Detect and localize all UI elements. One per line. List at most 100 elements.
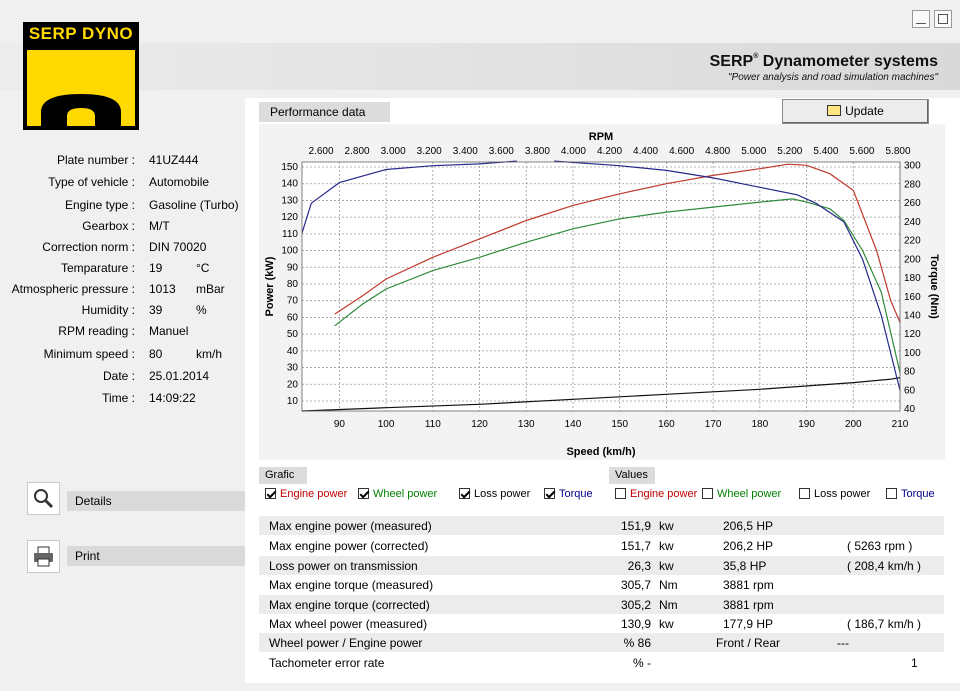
result-row: Max engine torque (measured) 305,7 Nm 3881 …: [259, 575, 944, 594]
result-extra: ( 5263 rpm ): [847, 539, 913, 553]
y-right-tick-label: 300: [904, 161, 921, 172]
result-extra: ---: [837, 636, 849, 650]
info-row: Date : 25.01.2014: [0, 369, 245, 383]
y-right-tick-label: 140: [904, 311, 921, 322]
info-value: Manuel: [149, 324, 189, 338]
x-tick-label: 120: [471, 419, 488, 430]
magnifier-icon: [27, 482, 60, 515]
grafic-checkbox-torque[interactable]: Torque: [544, 488, 593, 504]
x-tick-label: 140: [565, 419, 582, 430]
result-label: Max engine torque (corrected): [269, 598, 430, 612]
y-right-tick-label: 160: [904, 292, 921, 303]
result-value-2: 3881 rpm: [723, 578, 774, 592]
checkbox-box[interactable]: [702, 488, 713, 499]
checkbox-box[interactable]: [358, 488, 369, 499]
info-label: Temparature :: [60, 261, 135, 275]
details-label: Details: [67, 491, 245, 511]
checkbox-label: Engine power: [280, 488, 348, 500]
result-value: 305,2: [620, 598, 651, 612]
rpm-tick-label: 5.600: [849, 146, 874, 157]
rpm-tick-label: 4.400: [633, 146, 658, 157]
values-checkbox-torque[interactable]: Torque: [886, 488, 935, 504]
update-button[interactable]: Update: [782, 99, 929, 124]
info-label: Date :: [102, 369, 135, 383]
maximize-icon[interactable]: [934, 10, 952, 28]
series-line-wheel-power: [334, 198, 901, 373]
rpm-tick-label: 3.000: [381, 146, 406, 157]
result-extra: 1: [911, 656, 918, 670]
checkbox-label: Wheel power: [717, 488, 782, 500]
info-value: Gasoline (Turbo): [149, 198, 239, 212]
y-right-tick-label: 280: [904, 179, 921, 190]
checkbox-box[interactable]: [265, 488, 276, 499]
series-line-torque: [554, 160, 901, 391]
y-left-tick-label: 80: [287, 279, 299, 290]
result-unit: Nm: [659, 598, 678, 612]
y-left-tick-label: 50: [287, 329, 299, 340]
y-right-tick-label: 60: [904, 385, 916, 396]
brand-title: SERP® Dynamometer systems: [709, 53, 938, 70]
result-label: Loss power on transmission: [269, 559, 418, 573]
info-value: DIN 70020: [149, 240, 207, 254]
result-value-2: 35,8 HP: [723, 559, 767, 573]
series-line-loss-power: [301, 377, 901, 412]
minimize-icon[interactable]: [912, 10, 930, 28]
checkbox-box[interactable]: [544, 488, 555, 499]
values-checkbox-loss-power[interactable]: Loss power: [799, 488, 870, 504]
update-icon: [827, 105, 842, 116]
grafic-checkbox-loss-power[interactable]: Loss power: [459, 488, 530, 504]
values-checkbox-wheel-power[interactable]: Wheel power: [702, 488, 781, 504]
rpm-tick-label: 5.200: [777, 146, 802, 157]
grafic-checkbox-wheel-power[interactable]: Wheel power: [358, 488, 437, 504]
series-line-torque: [301, 160, 517, 234]
header-band: [0, 43, 960, 90]
x-tick-label: 180: [752, 419, 769, 430]
result-value-2: 177,9 HP: [723, 617, 774, 631]
y-right-tick-label: 200: [904, 254, 921, 265]
result-label: Wheel power / Engine power: [269, 636, 423, 650]
result-label: Max engine power (corrected): [269, 539, 429, 553]
y-left-tick-label: 150: [281, 162, 298, 173]
info-value: 25.01.2014: [149, 369, 210, 383]
x-tick-label: 90: [334, 419, 346, 430]
result-label: Max engine power (measured): [269, 519, 432, 533]
y-right-tick-label: 260: [904, 198, 921, 209]
checkbox-box[interactable]: [459, 488, 470, 499]
x-tick-label: 200: [845, 419, 862, 430]
result-value: 151,9: [620, 519, 651, 533]
x-tick-label: 190: [798, 419, 815, 430]
y-left-tick-label: 100: [281, 246, 298, 257]
values-checkbox-engine-power[interactable]: Engine power: [615, 488, 697, 504]
y-left-tick-label: 20: [287, 379, 299, 390]
rpm-tick-label: 2.800: [345, 146, 370, 157]
result-value: 130,9: [620, 617, 651, 631]
checkbox-box[interactable]: [615, 488, 626, 499]
grafic-checkbox-engine-power[interactable]: Engine power: [265, 488, 347, 504]
y-left-tick-label: 60: [287, 312, 299, 323]
rpm-tick-label: 4.600: [669, 146, 694, 157]
rpm-tick-label: 5.000: [741, 146, 766, 157]
rpm-tick-label: 3.400: [453, 146, 478, 157]
result-extra: ( 186,7 km/h ): [847, 617, 922, 631]
y-left-tick-label: 70: [287, 296, 299, 307]
info-row: Correction norm : DIN 70020: [0, 240, 245, 254]
details-button[interactable]: Details: [27, 482, 245, 516]
checkbox-box[interactable]: [799, 488, 810, 499]
checkbox-label: Engine power: [630, 488, 698, 500]
rpm-tick-label: 5.400: [813, 146, 838, 157]
tab-performance-data[interactable]: Performance data: [259, 102, 390, 122]
y-left-tick-label: 120: [281, 212, 298, 223]
logo-shape-icon: [27, 46, 135, 126]
y-right-tick-label: 120: [904, 329, 921, 340]
rpm-tick-label: 3.800: [525, 146, 550, 157]
rpm-tick-label: 4.800: [705, 146, 730, 157]
print-label: Print: [67, 546, 245, 566]
checkbox-box[interactable]: [886, 488, 897, 499]
result-row: Wheel power / Engine power % 86 Front / Re…: [259, 633, 944, 652]
info-value: 39: [149, 303, 163, 317]
info-label: Plate number :: [56, 153, 135, 167]
y-right-tick-label: 240: [904, 217, 921, 228]
x-tick-label: 110: [425, 419, 441, 430]
print-button[interactable]: Print: [27, 540, 245, 574]
y-left-tick-label: 30: [287, 363, 299, 374]
